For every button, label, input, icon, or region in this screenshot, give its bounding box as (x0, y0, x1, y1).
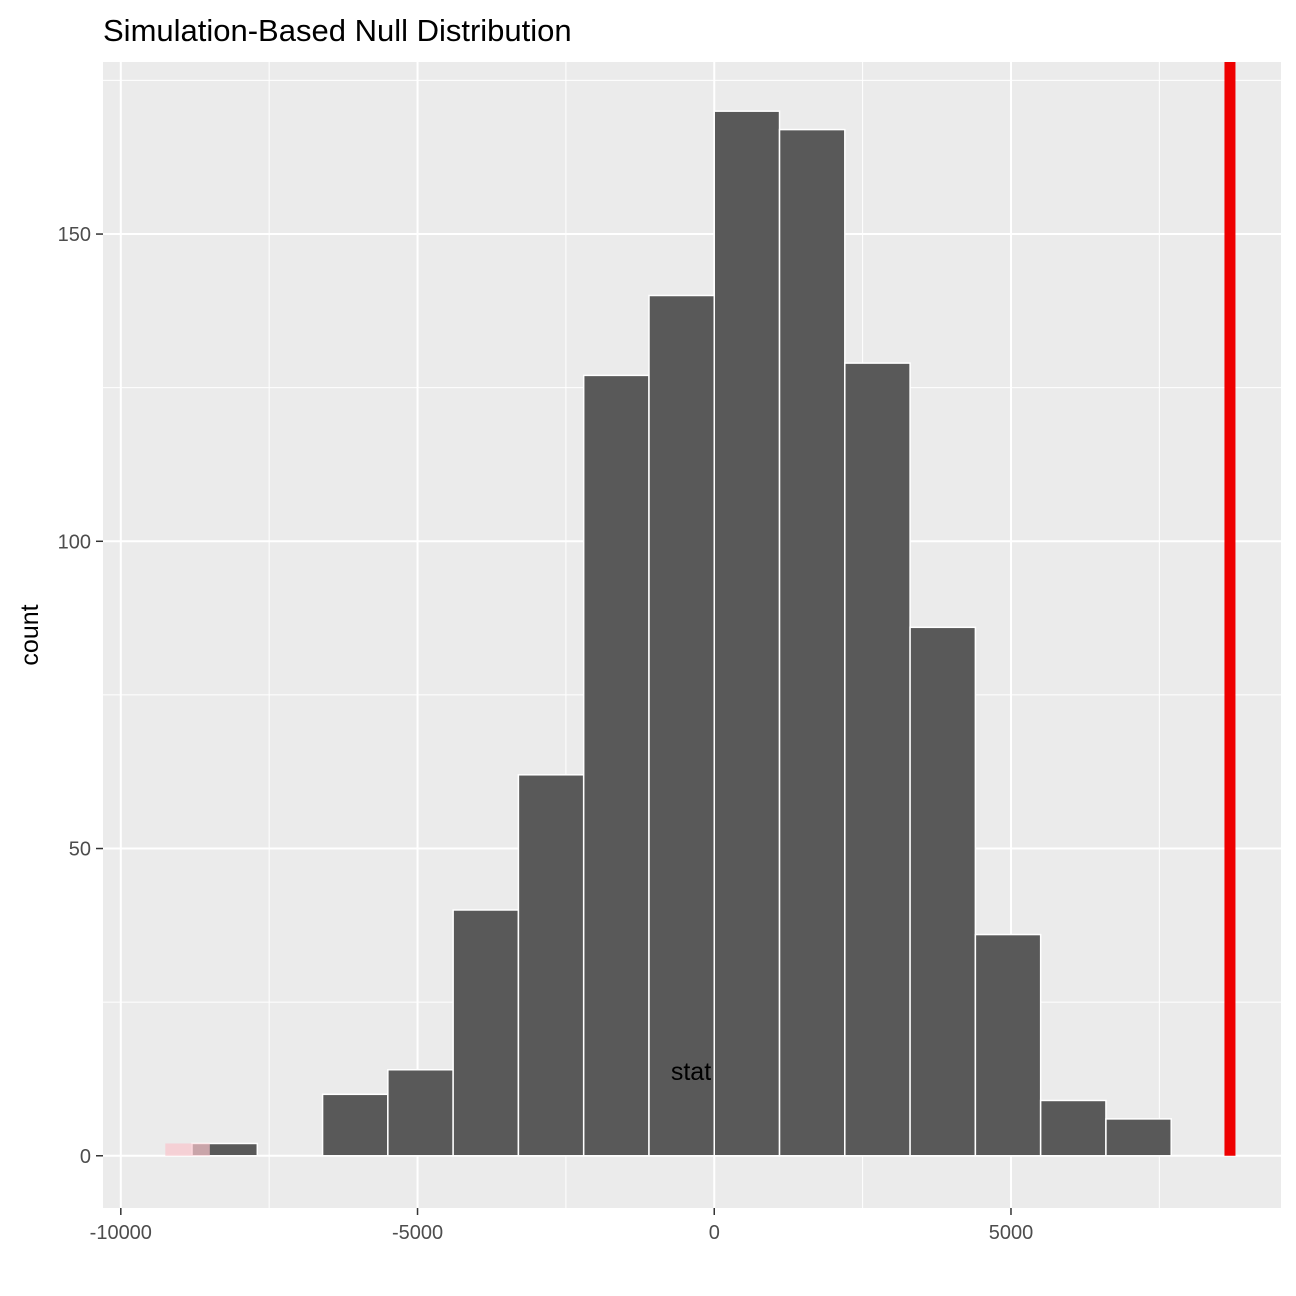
histogram-bars (191, 110, 1172, 1157)
histogram-bar (974, 933, 1042, 1157)
x-tick-label: 5000 (989, 1222, 1034, 1244)
histogram-bar (713, 110, 781, 1157)
histogram-bar (909, 626, 977, 1157)
shaded-region (165, 1143, 210, 1156)
shaded-region-layer (165, 1143, 210, 1156)
histogram-bar (778, 128, 846, 1157)
histogram-bar (582, 374, 650, 1157)
histogram-bar (321, 1093, 389, 1157)
x-tick-label: -5000 (392, 1222, 443, 1244)
y-tick-label: 150 (58, 224, 91, 246)
histogram-bar (1105, 1118, 1172, 1157)
y-axis: 0 50 100 150 (58, 224, 103, 1168)
y-tick-label: 50 (69, 839, 91, 861)
y-axis-title: count (16, 604, 44, 665)
histogram-bar (1039, 1099, 1107, 1157)
y-tick-label: 0 (80, 1146, 91, 1168)
histogram-bar (844, 362, 911, 1157)
x-tick-label: -10000 (90, 1222, 152, 1244)
chart-title: Simulation-Based Null Distribution (103, 13, 572, 48)
histogram-bar (517, 774, 585, 1157)
histogram-bar (387, 1068, 454, 1157)
x-axis: -10000 -5000 0 5000 (90, 1208, 1034, 1244)
y-tick-label: 100 (58, 531, 91, 553)
x-axis-title: stat (671, 1058, 711, 1086)
histogram-bar (648, 294, 716, 1157)
histogram-bar (452, 909, 520, 1157)
x-tick-label: 0 (709, 1222, 720, 1244)
